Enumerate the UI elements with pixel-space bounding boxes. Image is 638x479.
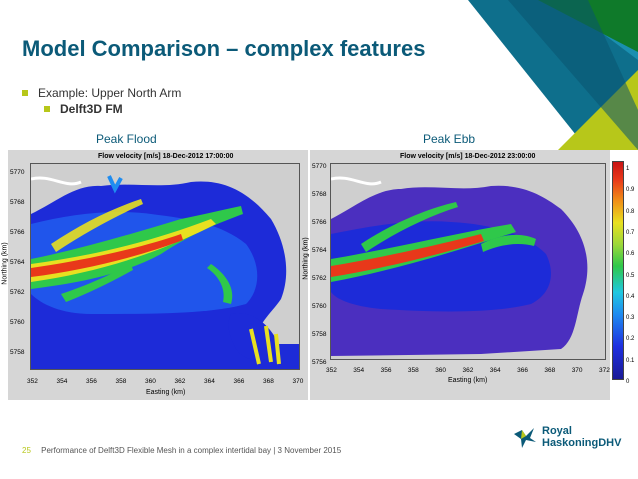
panel-label-peak-ebb: Peak Ebb [423, 132, 476, 146]
y-tick-label: 5760 [10, 319, 25, 326]
y-tick-label: 5758 [10, 349, 25, 356]
plot-title: Flow velocity [m/s] 18-Dec-2012 17:00:00 [98, 153, 234, 160]
page-number: 25 [22, 446, 31, 455]
x-tick-label: 360 [435, 367, 447, 374]
colorbar-tick: 0 [626, 379, 630, 385]
x-tick-label: 352 [326, 367, 337, 374]
footer-caption: Performance of Delft3D Flexible Mesh in … [41, 446, 342, 455]
y-tick-label: 5758 [312, 331, 327, 338]
colorbar-tick: 0.4 [626, 293, 635, 300]
x-tick-label: 360 [145, 378, 156, 385]
y-axis-label: Northing (km) [302, 237, 310, 280]
x-tick-label: 356 [380, 367, 392, 374]
x-tick-label: 362 [174, 378, 186, 385]
y-tick-label: 5764 [10, 259, 25, 266]
y-tick-label: 5764 [312, 247, 327, 254]
logo-line-1: Royal [542, 425, 572, 437]
y-tick-label: 5768 [312, 191, 327, 198]
slide-title: Model Comparison – complex features [22, 36, 426, 61]
x-axis-label: Easting (km) [448, 377, 488, 384]
colorbar-tick: 0.8 [626, 208, 635, 215]
y-axis-label: Northing (km) [1, 242, 9, 285]
x-tick-label: 370 [571, 367, 583, 374]
velocity-map-left [30, 163, 300, 370]
y-tick-label: 5766 [10, 229, 25, 236]
y-tick-label: 5768 [10, 199, 25, 206]
x-tick-label: 354 [353, 367, 365, 374]
colorbar-tick: 0.6 [626, 251, 635, 258]
x-tick-label: 356 [86, 378, 97, 385]
colorbar-tick: 0.9 [626, 187, 635, 194]
y-tick-label: 5762 [10, 289, 25, 296]
x-tick-label: 368 [263, 378, 274, 385]
x-tick-label: 368 [544, 367, 556, 374]
colorbar-tick: 0.3 [626, 315, 635, 322]
bullet-item: Delft3D FM [44, 102, 123, 116]
bullet-square-icon [22, 90, 28, 96]
y-tick-label: 5770 [10, 169, 25, 176]
panel-label-peak-flood: Peak Flood [96, 132, 157, 146]
velocity-map-right [330, 163, 606, 360]
logo-mark-icon [514, 428, 536, 448]
x-tick-label: 362 [462, 367, 474, 374]
x-tick-label: 370 [292, 378, 304, 385]
x-tick-label: 354 [56, 378, 68, 385]
x-tick-label: 366 [233, 378, 245, 385]
bullet-square-icon [44, 106, 50, 112]
colorbar-tick: 0.7 [626, 229, 635, 236]
y-tick-label: 5762 [312, 275, 327, 282]
footer: 25 Performance of Delft3D Flexible Mesh … [22, 446, 341, 455]
x-tick-label: 358 [115, 378, 127, 385]
y-tick-label: 5760 [312, 303, 327, 310]
colorbar-tick: 0.2 [626, 336, 635, 343]
bullet-item: Example: Upper North Arm [22, 86, 181, 100]
company-logo: Royal HaskoningDHV [512, 424, 621, 450]
velocity-colorbar [612, 161, 624, 380]
corner-decoration [408, 0, 638, 150]
x-axis-label: Easting (km) [146, 389, 186, 396]
x-tick-label: 352 [27, 378, 38, 385]
colorbar-tick: 0.5 [626, 272, 635, 279]
logo-line-2: HaskoningDHV [542, 437, 622, 449]
x-tick-label: 358 [407, 367, 419, 374]
plot-title: Flow velocity [m/s] 18-Dec-2012 23:00:00 [400, 153, 536, 160]
x-tick-label: 364 [489, 367, 501, 374]
x-tick-label: 364 [204, 378, 215, 385]
x-tick-label: 366 [517, 367, 528, 374]
colorbar-tick: 0.1 [626, 357, 635, 364]
colorbar-tick: 1 [626, 166, 630, 172]
x-tick-label: 372 [599, 367, 610, 374]
bullet-text: Delft3D FM [60, 102, 123, 116]
y-tick-label: 5766 [312, 219, 327, 226]
y-tick-label: 5770 [312, 163, 327, 170]
bullet-text: Example: Upper North Arm [38, 86, 182, 100]
y-tick-label: 5756 [312, 359, 327, 366]
